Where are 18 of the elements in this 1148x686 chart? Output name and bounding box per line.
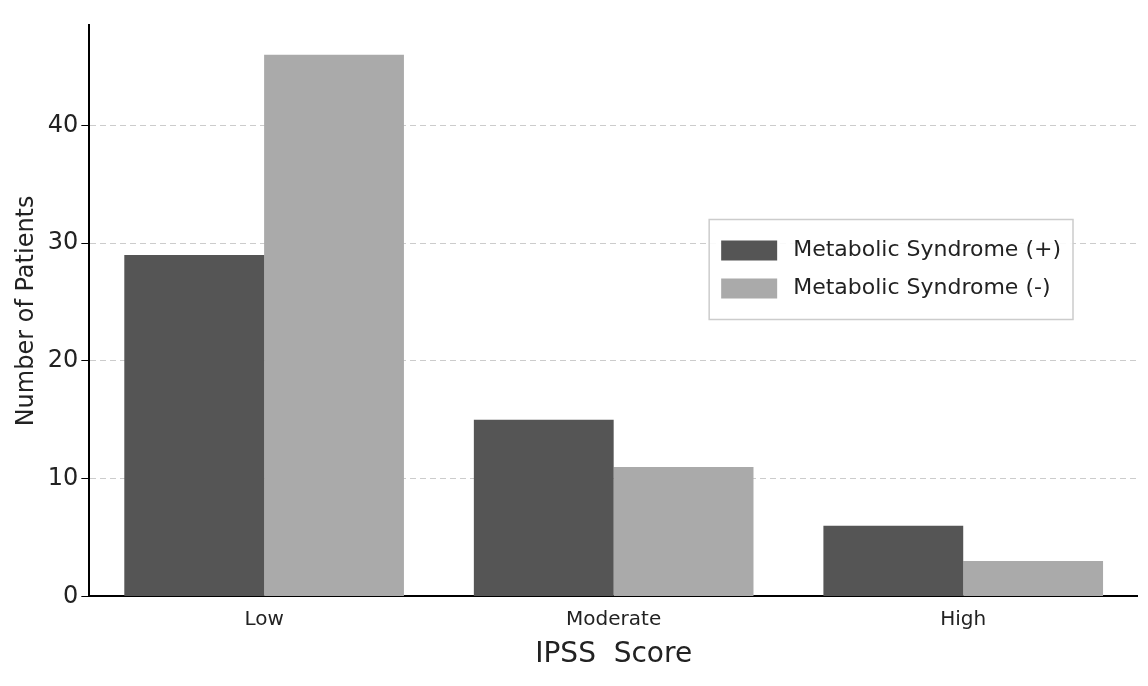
legend-label: Metabolic Syndrome (-) — [793, 274, 1051, 300]
bar — [124, 254, 265, 596]
y-axis-title: Number of Patients — [10, 195, 39, 427]
bar — [613, 466, 754, 596]
bar — [264, 54, 404, 596]
x-tick-label: High — [940, 605, 987, 630]
y-tick-label: 0 — [63, 580, 79, 609]
y-tick-label: 10 — [47, 462, 79, 491]
bar — [473, 419, 614, 596]
y-tick-label: 40 — [47, 109, 79, 138]
bar — [963, 561, 1104, 596]
x-axis-title: IPSS Score — [535, 636, 693, 670]
legend-label: Metabolic Syndrome (+) — [793, 236, 1062, 262]
y-tick-label: 20 — [47, 345, 79, 374]
x-tick-label: Low — [244, 605, 284, 630]
x-tick-label: Moderate — [566, 605, 662, 630]
bar — [823, 525, 964, 596]
y-tick-label: 30 — [47, 227, 79, 256]
